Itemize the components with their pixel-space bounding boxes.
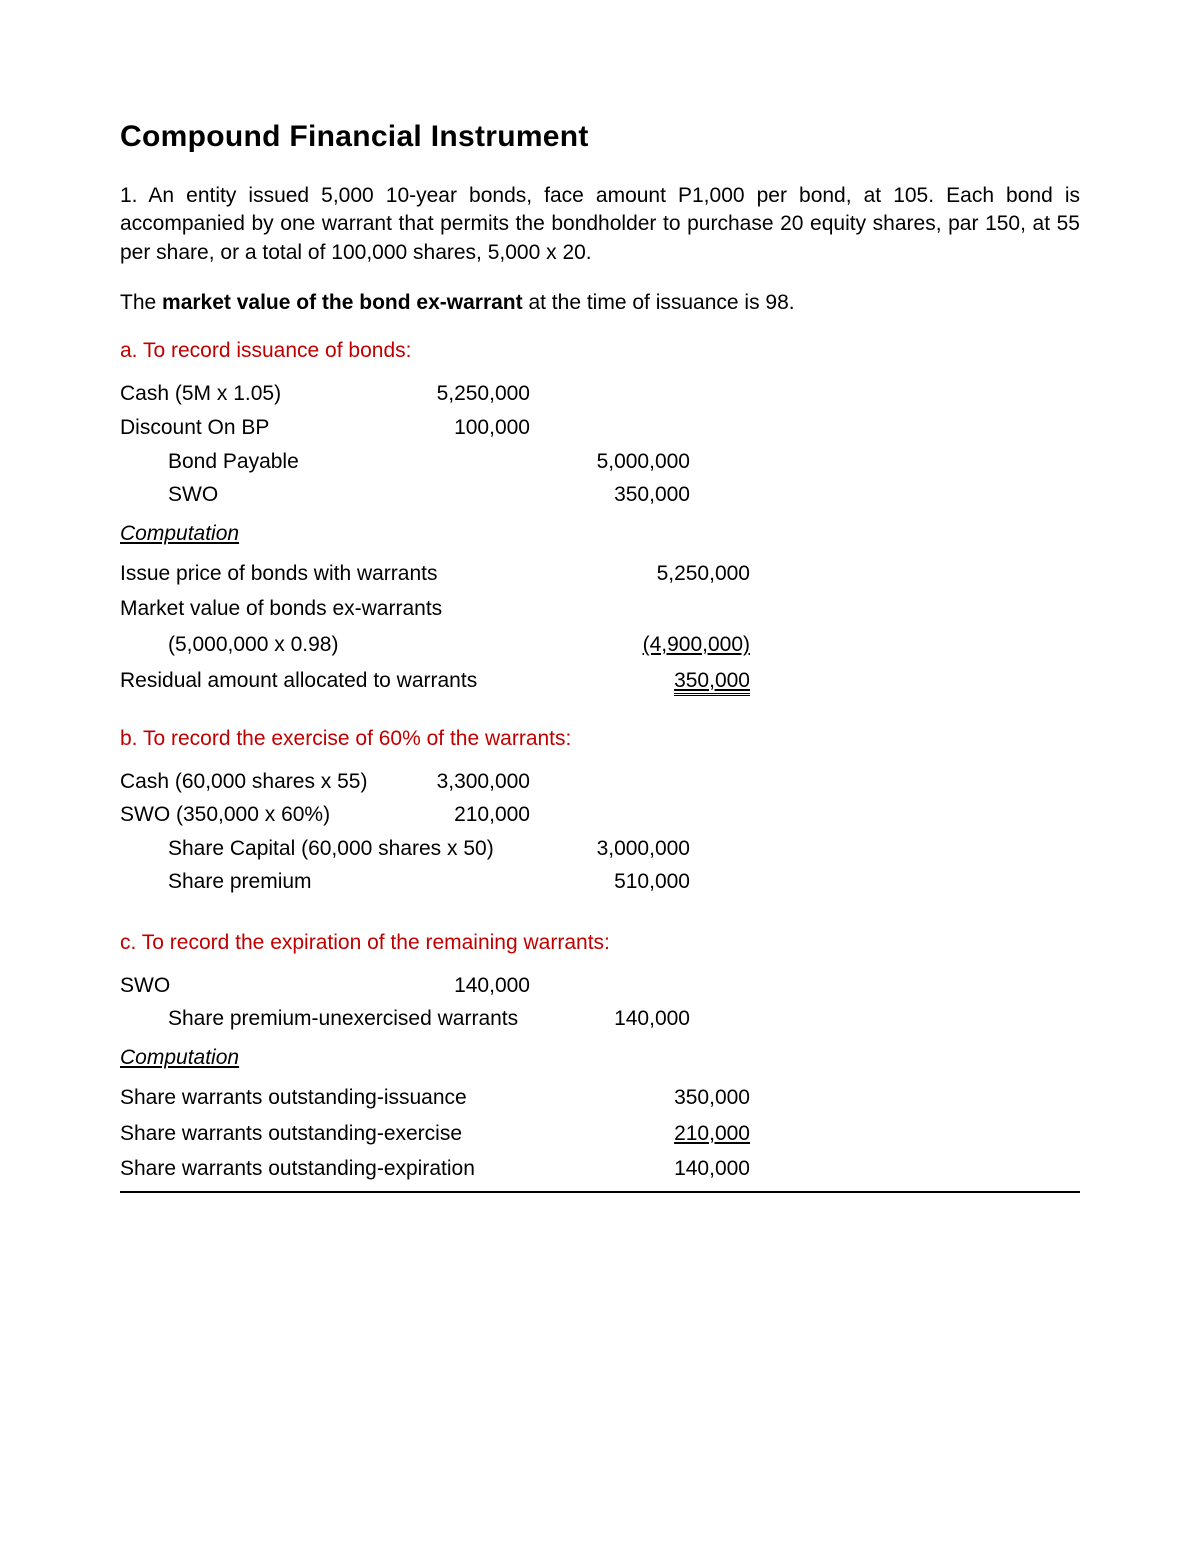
- comp-amount: 350,000: [610, 663, 750, 699]
- journal-row: SWO 140,000: [120, 969, 1080, 1003]
- computation-row: (5,000,000 x 0.98) (4,900,000): [120, 627, 1080, 663]
- account-label: SWO (350,000 x 60%): [120, 798, 400, 832]
- computation-a: Issue price of bonds with warrants 5,250…: [120, 556, 1080, 699]
- debit-amount: 100,000: [400, 411, 530, 445]
- section-a-heading: a. To record issuance of bonds:: [120, 339, 1080, 363]
- comp-amount: (4,900,000): [610, 627, 750, 663]
- section-c-entries: SWO 140,000 Share premium-unexercised wa…: [120, 969, 1080, 1036]
- mv-lead: The: [120, 291, 162, 314]
- credit-amount: 510,000: [560, 865, 690, 899]
- credit-amount: [560, 377, 690, 411]
- computation-row: Share warrants outstanding-exercise 210,…: [120, 1116, 1080, 1152]
- journal-row: Share Capital (60,000 shares x 50) 3,000…: [120, 832, 1080, 866]
- comp-amount: 350,000: [610, 1080, 750, 1116]
- journal-row: Cash (5M x 1.05) 5,250,000: [120, 377, 1080, 411]
- comp-desc: Residual amount allocated to warrants: [120, 663, 610, 699]
- credit-amount: 140,000: [560, 1002, 690, 1036]
- spacer: [120, 699, 1080, 727]
- comp-desc: Issue price of bonds with warrants: [120, 556, 610, 592]
- debit-amount: 210,000: [400, 798, 530, 832]
- comp-desc: Market value of bonds ex-warrants: [120, 591, 610, 627]
- account-label: Bond Payable: [120, 445, 400, 479]
- section-c-heading: c. To record the expiration of the remai…: [120, 931, 1080, 955]
- page-title: Compound Financial Instrument: [120, 120, 1080, 154]
- computation-row: Share warrants outstanding-expiration 14…: [120, 1151, 1080, 1193]
- journal-row: Discount On BP 100,000: [120, 411, 1080, 445]
- computation-c: Share warrants outstanding-issuance 350,…: [120, 1080, 1080, 1193]
- account-label: SWO: [120, 969, 400, 1003]
- account-label: Cash (60,000 shares x 55): [120, 765, 400, 799]
- account-label: SWO: [120, 478, 400, 512]
- debit-amount: 140,000: [400, 969, 530, 1003]
- spacer: [120, 903, 1080, 931]
- account-label: Share Capital (60,000 shares x 50): [120, 832, 560, 866]
- journal-row: Share premium-unexercised warrants 140,0…: [120, 1002, 1080, 1036]
- account-label: Cash (5M x 1.05): [120, 377, 400, 411]
- debit-amount: [400, 478, 530, 512]
- market-value-line: The market value of the bond ex-warrant …: [120, 289, 1080, 317]
- debit-amount: 5,250,000: [400, 377, 530, 411]
- comp-amount: [610, 591, 750, 627]
- credit-amount: [560, 411, 690, 445]
- credit-amount: 5,000,000: [560, 445, 690, 479]
- journal-row: Cash (60,000 shares x 55) 3,300,000: [120, 765, 1080, 799]
- debit-amount: [400, 445, 530, 479]
- account-label: Discount On BP: [120, 411, 400, 445]
- section-a-entries: Cash (5M x 1.05) 5,250,000 Discount On B…: [120, 377, 1080, 511]
- computation-row: Share warrants outstanding-issuance 350,…: [120, 1080, 1080, 1116]
- account-label: Share premium-unexercised warrants: [120, 1002, 560, 1036]
- debit-amount: 3,300,000: [400, 765, 530, 799]
- section-b-entries: Cash (60,000 shares x 55) 3,300,000 SWO …: [120, 765, 1080, 899]
- comp-desc: Share warrants outstanding-issuance: [120, 1080, 610, 1116]
- credit-amount: 350,000: [560, 478, 690, 512]
- intro-paragraph: 1. An entity issued 5,000 10-year bonds,…: [120, 182, 1080, 267]
- computation-row: Issue price of bonds with warrants 5,250…: [120, 556, 1080, 592]
- journal-row: Share premium 510,000: [120, 865, 1080, 899]
- document-page: Compound Financial Instrument 1. An enti…: [0, 0, 1200, 1553]
- journal-row: SWO (350,000 x 60%) 210,000: [120, 798, 1080, 832]
- comp-desc: Share warrants outstanding-expiration: [120, 1151, 610, 1187]
- computation-row: Market value of bonds ex-warrants: [120, 591, 1080, 627]
- comp-desc: (5,000,000 x 0.98): [120, 627, 610, 663]
- mv-bold: market value of the bond ex-warrant: [162, 291, 523, 314]
- section-b-heading: b. To record the exercise of 60% of the …: [120, 727, 1080, 751]
- computation-row: Residual amount allocated to warrants 35…: [120, 663, 1080, 699]
- account-label: Share premium: [120, 865, 560, 899]
- computation-label-a: Computation: [120, 522, 1080, 546]
- comp-amount: 5,250,000: [610, 556, 750, 592]
- credit-amount: 3,000,000: [560, 832, 690, 866]
- comp-amount-val: 350,000: [674, 669, 750, 696]
- computation-label-c: Computation: [120, 1046, 1080, 1070]
- comp-amount: 210,000: [610, 1116, 750, 1152]
- mv-tail: at the time of issuance is 98.: [523, 291, 795, 314]
- comp-amount: 140,000: [610, 1151, 750, 1187]
- comp-desc: Share warrants outstanding-exercise: [120, 1116, 610, 1152]
- journal-row: Bond Payable 5,000,000: [120, 445, 1080, 479]
- journal-row: SWO 350,000: [120, 478, 1080, 512]
